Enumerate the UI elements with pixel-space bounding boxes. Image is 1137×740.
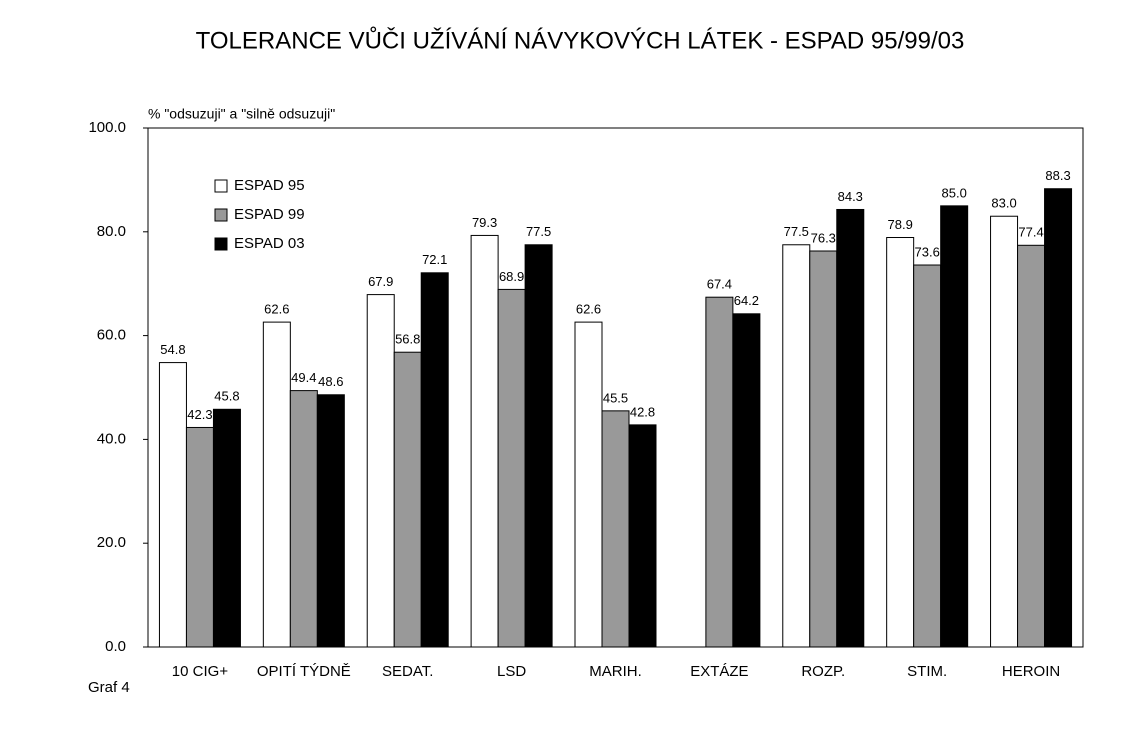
bar [262, 321, 291, 648]
data-label: 77.5 [784, 224, 809, 239]
data-label: 77.4 [1018, 225, 1043, 240]
y-tick-label: 100.0 [88, 119, 126, 136]
x-tick-label: ROZP. [801, 663, 845, 680]
x-tick-label: EXTÁZE [690, 663, 748, 680]
bar [913, 264, 942, 648]
bar [420, 272, 449, 648]
data-label: 48.6 [318, 374, 343, 389]
y-tick-label: 60.0 [97, 327, 126, 344]
data-label: 54.8 [160, 342, 185, 357]
data-label: 68.9 [499, 269, 524, 284]
caption: Graf 4 [88, 679, 130, 696]
bar [185, 426, 214, 648]
data-label: 85.0 [942, 185, 967, 200]
y-tick-label: 20.0 [97, 534, 126, 551]
legend-swatch [214, 208, 228, 222]
bar [212, 408, 241, 648]
bar [940, 205, 969, 648]
bar [497, 288, 526, 648]
bar [628, 424, 657, 648]
data-label: 84.3 [838, 189, 863, 204]
data-label: 42.3 [187, 407, 212, 422]
bar [886, 237, 915, 648]
data-label: 45.8 [214, 389, 239, 404]
data-label: 42.8 [630, 404, 655, 419]
legend-label: ESPAD 99 [234, 206, 305, 223]
y-tick-label: 40.0 [97, 430, 126, 447]
data-label: 56.8 [395, 332, 420, 347]
data-label: 67.9 [368, 274, 393, 289]
data-label: 62.6 [264, 302, 289, 317]
x-tick-label: LSD [497, 663, 526, 680]
data-label: 88.3 [1045, 168, 1070, 183]
data-label: 73.6 [915, 244, 940, 259]
bar [289, 390, 318, 648]
legend-swatch [214, 179, 228, 193]
bar [705, 296, 734, 648]
x-tick-label: HEROIN [1002, 663, 1060, 680]
x-tick-label: STIM. [907, 663, 947, 680]
bar [524, 244, 553, 648]
bar [158, 362, 187, 648]
data-label: 45.5 [603, 390, 628, 405]
data-label: 64.2 [734, 293, 759, 308]
y-tick-label: 0.0 [105, 638, 126, 655]
bar [836, 208, 865, 648]
bar [366, 294, 395, 648]
data-label: 67.4 [707, 277, 732, 292]
bar [316, 394, 345, 648]
data-label: 78.9 [888, 217, 913, 232]
legend-swatch [214, 237, 228, 251]
bar [782, 244, 811, 648]
bar [393, 351, 422, 648]
y-axis-label: % "odsuzuji" a "silně odsuzuji" [148, 106, 335, 122]
bar [1044, 188, 1073, 648]
bar [601, 410, 630, 648]
data-label: 76.3 [811, 230, 836, 245]
y-tick-label: 80.0 [97, 223, 126, 240]
data-label: 79.3 [472, 215, 497, 230]
data-label: 62.6 [576, 302, 601, 317]
bar [809, 250, 838, 648]
bar [1017, 244, 1046, 648]
data-label: 83.0 [991, 196, 1016, 211]
bar [990, 215, 1019, 648]
data-label: 72.1 [422, 252, 447, 267]
data-label: 49.4 [291, 370, 316, 385]
x-tick-label: OPITÍ TÝDNĚ [257, 663, 351, 680]
x-tick-label: 10 CIG+ [172, 663, 229, 680]
bar [470, 234, 499, 648]
legend-label: ESPAD 95 [234, 177, 305, 194]
data-label: 77.5 [526, 224, 551, 239]
chart-title: TOLERANCE VŮČI UŽÍVÁNÍ NÁVYKOVÝCH LÁTEK … [196, 25, 965, 54]
bar [574, 321, 603, 648]
x-tick-label: MARIH. [589, 663, 642, 680]
bar [732, 313, 761, 648]
legend-label: ESPAD 03 [234, 235, 305, 252]
x-tick-label: SEDAT. [382, 663, 433, 680]
